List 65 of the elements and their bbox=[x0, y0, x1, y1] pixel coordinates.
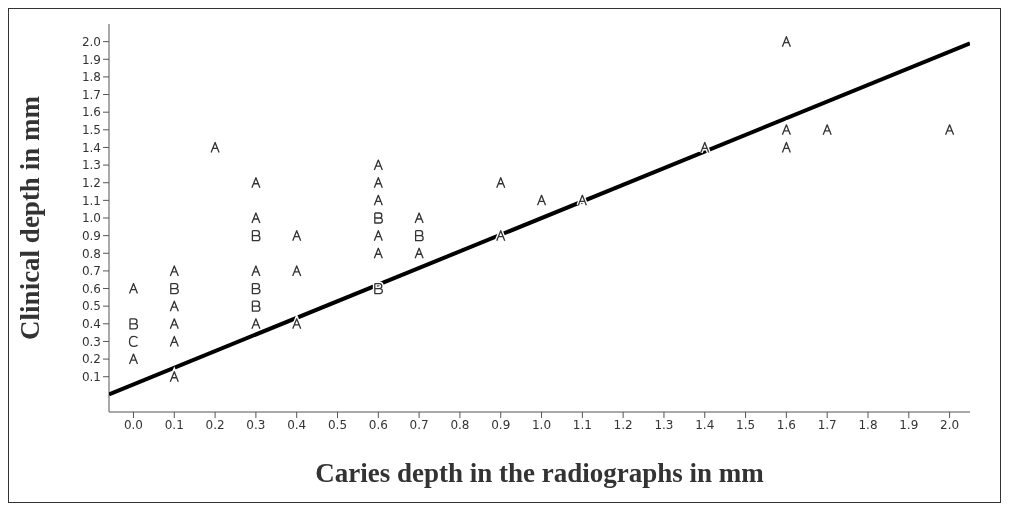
point bbox=[169, 318, 179, 330]
point bbox=[251, 177, 261, 189]
point bbox=[373, 159, 383, 171]
y-tick-label: 0.9 bbox=[81, 228, 101, 243]
x-tick-label: 0.7 bbox=[409, 417, 429, 432]
x-tick-label: 1.7 bbox=[817, 417, 837, 432]
point bbox=[496, 177, 506, 189]
y-tick-label: 1.7 bbox=[81, 87, 101, 102]
y-tick-label: 1.2 bbox=[81, 175, 101, 190]
point bbox=[822, 124, 832, 136]
point bbox=[169, 265, 179, 277]
y-tick-label: 1.5 bbox=[81, 123, 101, 138]
point bbox=[944, 124, 955, 136]
x-tick-label: 1.0 bbox=[531, 417, 552, 432]
x-tick-label: 1.9 bbox=[899, 417, 919, 432]
point bbox=[210, 141, 220, 154]
y-tick-label: 0.5 bbox=[81, 299, 101, 314]
y-tick-label: 0.4 bbox=[81, 317, 101, 332]
y-tick-label: 1.8 bbox=[81, 70, 101, 85]
point bbox=[169, 335, 179, 348]
x-tick-label: 1.6 bbox=[776, 417, 796, 432]
x-tick-label: 1.3 bbox=[654, 417, 674, 432]
point bbox=[373, 177, 383, 189]
x-tick-label: 0.5 bbox=[327, 417, 348, 432]
x-tick-label: 1.8 bbox=[858, 417, 878, 432]
x-tick-label: 0.8 bbox=[450, 417, 470, 432]
y-tick-label: 0.3 bbox=[81, 334, 101, 349]
y-tick-label: 1.1 bbox=[81, 193, 101, 208]
x-tick-label: 1.2 bbox=[613, 417, 633, 432]
point bbox=[251, 318, 261, 330]
y-tick-label: 1.0 bbox=[81, 211, 101, 226]
x-tick-label: 0.1 bbox=[164, 417, 184, 432]
point bbox=[414, 212, 424, 224]
x-tick-label: 0.2 bbox=[205, 417, 225, 432]
y-tick-label: 2.0 bbox=[81, 34, 101, 49]
point bbox=[373, 247, 383, 259]
x-tick-label: 1.1 bbox=[572, 417, 592, 432]
y-tick-label: 1.6 bbox=[81, 105, 101, 120]
point bbox=[169, 300, 179, 312]
x-tick-label: 0.6 bbox=[368, 417, 388, 432]
y-tick-label: 0.2 bbox=[81, 352, 101, 367]
x-axis-title: Caries depth in the radiographs in mm bbox=[315, 458, 765, 488]
x-tick-label: 2.0 bbox=[940, 417, 960, 432]
point bbox=[292, 229, 302, 242]
x-tick-label: 0.4 bbox=[287, 417, 307, 432]
y-tick-label: 0.1 bbox=[81, 369, 101, 384]
point bbox=[251, 265, 261, 277]
y-tick-label: 0.7 bbox=[81, 264, 101, 279]
x-tick-label: 0.9 bbox=[491, 417, 511, 432]
x-tick-label: 0.0 bbox=[123, 417, 144, 432]
y-tick-label: 1.4 bbox=[81, 140, 101, 155]
point bbox=[373, 229, 383, 242]
y-axis-title: Clinical depth in mm bbox=[14, 95, 45, 340]
x-tick-label: 1.4 bbox=[695, 417, 715, 432]
point bbox=[414, 247, 424, 259]
point bbox=[292, 265, 302, 277]
y-tick-label: 0.8 bbox=[81, 246, 101, 261]
y-tick-label: 1.9 bbox=[81, 52, 101, 67]
y-tick-label: 0.6 bbox=[81, 281, 101, 296]
point bbox=[128, 353, 139, 365]
point bbox=[251, 212, 261, 224]
y-tick-label: 1.3 bbox=[81, 158, 101, 173]
x-tick-label: 0.3 bbox=[246, 417, 266, 432]
point bbox=[373, 194, 383, 207]
x-tick-label: 1.5 bbox=[736, 417, 756, 432]
